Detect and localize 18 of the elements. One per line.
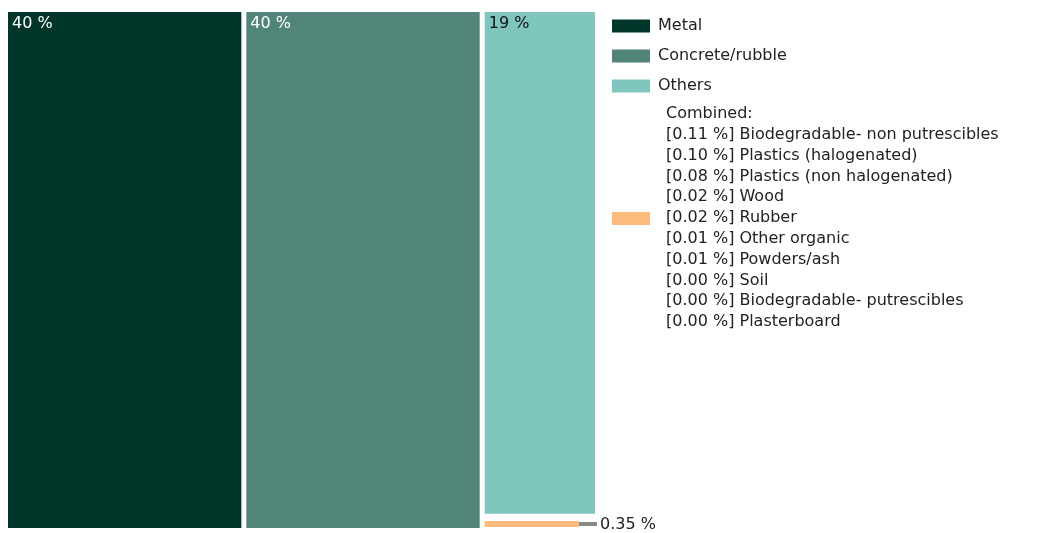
text: [0.02 %] Rubber xyxy=(666,207,798,227)
data-label: 40 % xyxy=(250,13,292,33)
text: [0.02 %] Wood xyxy=(666,186,785,206)
text: [0.01 %] Powders/ash xyxy=(666,248,841,268)
text: [0.08 %] Plastics (non halogenated) xyxy=(666,165,953,185)
category-label: Others xyxy=(658,75,712,95)
text: [0.00 %] Biodegradable- putrescibles xyxy=(666,290,964,310)
text: [0.00 %] Plasterboard xyxy=(666,311,841,331)
data-label: 40 % xyxy=(12,13,53,33)
text: [0.11 %] Biodegradable- non putrescibles xyxy=(666,123,999,143)
text: [0.00 %] Soil xyxy=(666,269,769,289)
data-label: 0.35 % xyxy=(600,514,656,533)
data-label: 19 % xyxy=(488,13,530,33)
text: [0.01 %] Other organic xyxy=(666,227,850,247)
category-label: Metal xyxy=(658,15,703,35)
category-label: Concrete/rubble xyxy=(658,45,787,65)
text: [0.10 %] Plastics (halogenated) xyxy=(666,144,918,164)
legend-title: Combined: xyxy=(666,103,753,123)
